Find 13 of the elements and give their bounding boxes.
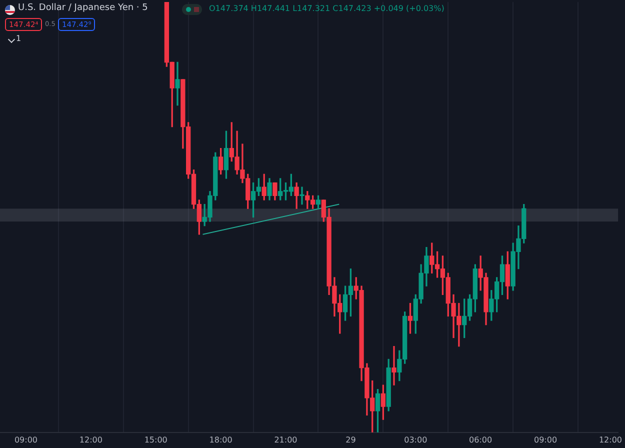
x-tick-label: 12:00 <box>79 435 102 444</box>
chart-title: U.S. Dollar / Japanese Yen · 5 <box>18 3 148 13</box>
x-tick-label: 29 <box>346 435 356 444</box>
x-tick-label: 09:00 <box>534 435 558 444</box>
x-tick-label: 18:00 <box>209 435 232 444</box>
x-tick-label: 12:00 <box>598 435 622 444</box>
annotation: O147.374 H147.441 L147.321 C147.423 +0.049 (+0.03%) <box>209 4 444 13</box>
x-tick-label: 21:00 <box>274 435 298 444</box>
annotation: 1 <box>16 34 22 43</box>
x-tick-label: 03:00 <box>404 435 428 444</box>
x-tick-label: 09:00 <box>14 435 38 444</box>
x-tick-label: 15:00 <box>144 435 168 444</box>
x-tick-label: 06:00 <box>469 435 492 444</box>
